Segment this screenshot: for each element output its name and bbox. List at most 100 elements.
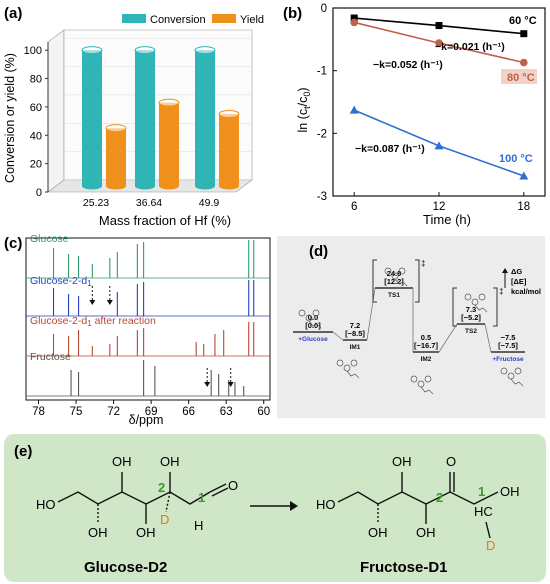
d-molecule-ring (298, 309, 306, 317)
e-fructose-oh-2: OH (392, 454, 412, 469)
a-bar-yield (159, 102, 179, 186)
b-plot-area: 0 -1 -2 -3 6 12 18 −k=0.021 (h⁻¹) −k=0.052 (h⁻¹)… (317, 3, 546, 213)
d-molecule-chain (474, 304, 488, 313)
e-background (4, 434, 546, 582)
b-point (349, 105, 359, 114)
d-dg-value: 0.0 (308, 313, 318, 322)
c-xtick-label: 66 (182, 406, 195, 418)
e-glucose-d-bond (165, 491, 171, 513)
c-arrow-head (106, 300, 113, 305)
d-molecule-ring (398, 267, 406, 275)
d-dg-value: 24.9 (387, 269, 402, 278)
e-fructose-chain (337, 491, 499, 505)
e-glucose-num1: 1 (198, 490, 205, 505)
b-ytick-label: -3 (317, 191, 327, 203)
e-fructose-o: O (446, 454, 456, 469)
b-series-label-100: 100 °C (499, 153, 533, 165)
d-connector (484, 323, 492, 353)
d-diagram-area: 0.0[0.0]+Glucose7.2[−8.5]IM124.9[12.2]TS… (293, 259, 541, 395)
a-legend-yield: Yield (240, 14, 264, 26)
d-ts-bracket (415, 259, 420, 303)
d-state-label: TS2 (465, 328, 477, 335)
d-connector (366, 287, 376, 341)
c-frame (25, 237, 271, 401)
d-legend-de: [ΔE] (511, 277, 527, 286)
e-glucose-o: O (228, 478, 238, 493)
b-point (520, 58, 528, 67)
b-xlabel: Time (h) (423, 212, 471, 227)
e-fructose-num2: 2 (436, 490, 443, 505)
a-bar-yield-cap (218, 110, 240, 118)
c-series-label: Glucose-2-d1 (30, 275, 92, 288)
e-fructose-name: Fructose-D1 (360, 559, 448, 576)
a-legend-swatch-conversion (122, 14, 146, 23)
e-glucose-name: Glucose-D2 (84, 559, 167, 576)
b-frame (332, 7, 546, 197)
e-glucose-carbonyl (209, 483, 227, 493)
b-point (434, 141, 444, 150)
a-bar-conversion (195, 50, 215, 186)
a-bar-yield-cap (158, 98, 180, 107)
d-ts-mark: ‡ (421, 259, 425, 268)
d-state-label: +Glucose (298, 336, 328, 343)
d-background (277, 236, 545, 418)
b-point (519, 171, 529, 180)
a-ytick-label: 40 (30, 130, 42, 142)
a-legend-conversion: Conversion (150, 14, 206, 26)
e-fructose-d-bond (485, 521, 491, 539)
a-bar-yield (106, 128, 126, 186)
a-xlabel: Mass fraction of Hf (%) (99, 213, 231, 228)
e-fructose-num1: 1 (478, 484, 485, 499)
e-glucose-num2: 2 (158, 480, 165, 495)
d-legend-arrow-head (502, 268, 508, 273)
c-xtick-label: 78 (32, 406, 45, 418)
c-xtick-label: 75 (70, 406, 83, 418)
a-bar-yield-base (106, 182, 126, 190)
a-left-wall (47, 29, 65, 193)
e-glucose-oh-3: OH (136, 525, 156, 540)
c-arrow-head (204, 382, 211, 387)
d-molecule-ring (424, 375, 432, 383)
d-legend-dg: ΔG (511, 267, 522, 276)
d-molecule-ring (500, 367, 508, 375)
b-point (350, 18, 358, 27)
d-state-label: TS1 (388, 292, 400, 299)
a-bar-yield-base (159, 182, 179, 190)
panel-b-line-chart: (b) 0 -1 -2 -3 6 12 18 −k=0.021 (h⁻¹) −k=0.052 (… (283, 3, 546, 227)
a-bar-conversion-cap (194, 46, 216, 55)
b-point (435, 39, 443, 47)
d-dg-value: 7.2 (350, 321, 360, 330)
a-ytick-label: 0 (36, 187, 42, 199)
e-glucose-h: H (194, 518, 203, 533)
c-xtick-label: 72 (107, 406, 120, 418)
d-state-label: +Fructose (492, 356, 524, 363)
panel-c-label: (c) (4, 235, 22, 252)
d-molecule-chain (510, 378, 524, 387)
a-ytick-label: 80 (30, 74, 42, 86)
d-de-value: [12.2] (384, 277, 404, 286)
a-ytick-label: 60 (30, 102, 42, 114)
c-series-label: Glucose (30, 233, 69, 245)
e-fructose-d: D (486, 538, 495, 553)
b-annot-100: −k=0.087 (h⁻¹) (355, 143, 425, 155)
d-de-value: [−5.2] (461, 313, 481, 322)
e-fructose-ho: HO (316, 497, 336, 512)
c-arrow-head (89, 300, 96, 305)
b-xtick-label: 12 (433, 201, 446, 213)
b-point (350, 14, 358, 22)
panel-e-label: (e) (14, 443, 32, 460)
c-xtick-label: 60 (257, 406, 270, 418)
d-molecule-chain (420, 386, 434, 395)
b-ytick-label: -2 (317, 128, 327, 140)
e-glucose-chain (57, 491, 211, 505)
e-fructose-hc: HC (474, 504, 493, 519)
d-molecule-ring (464, 293, 472, 301)
d-dg-value: 7.3 (466, 305, 476, 314)
e-glucose-ho: HO (36, 497, 56, 512)
a-plot-area: 0 20 40 60 80 100 25.23 36.64 49.9 Conversion Yiel… (24, 14, 264, 209)
d-molecule-chain (308, 320, 322, 329)
b-ytick-label: -1 (317, 66, 327, 78)
b-xtick-label: 6 (351, 201, 357, 213)
